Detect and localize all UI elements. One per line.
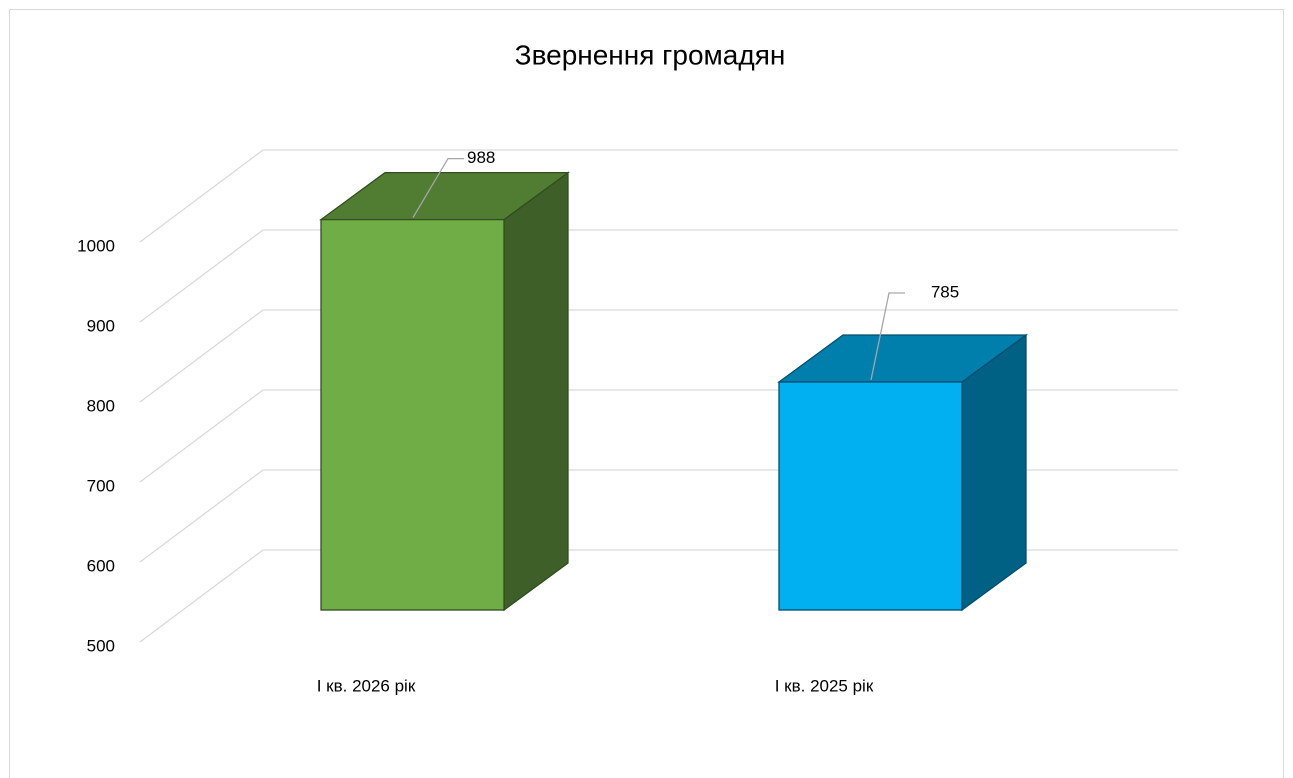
bar-side: [961, 333, 1027, 612]
y-tick-label: 900: [87, 316, 115, 335]
grid-line-side: [139, 469, 264, 563]
grid-line-side: [139, 549, 264, 643]
grid-line-side: [139, 149, 264, 243]
x-tick-label: І кв. 2025 рік: [775, 676, 874, 695]
bar: [778, 381, 963, 611]
leader-line: [412, 157, 464, 218]
y-tick-label: 500: [87, 636, 115, 655]
bar-side: [503, 171, 569, 612]
y-tick-label: 700: [87, 476, 115, 495]
data-label: 988: [467, 148, 495, 167]
grid-line-side: [139, 389, 264, 483]
grid-line-side: [139, 309, 264, 403]
chart-title: Звернення громадян: [515, 39, 786, 70]
y-tick-label: 800: [87, 396, 115, 415]
y-tick-label: 1000: [77, 236, 115, 255]
y-tick-label: 600: [87, 556, 115, 575]
data-label: 785: [931, 282, 959, 301]
x-tick-label: І кв. 2026 рік: [317, 676, 416, 695]
bar: [320, 218, 505, 611]
chart-border: [9, 9, 1284, 778]
grid-line-side: [139, 229, 264, 323]
leader-line: [870, 292, 905, 381]
